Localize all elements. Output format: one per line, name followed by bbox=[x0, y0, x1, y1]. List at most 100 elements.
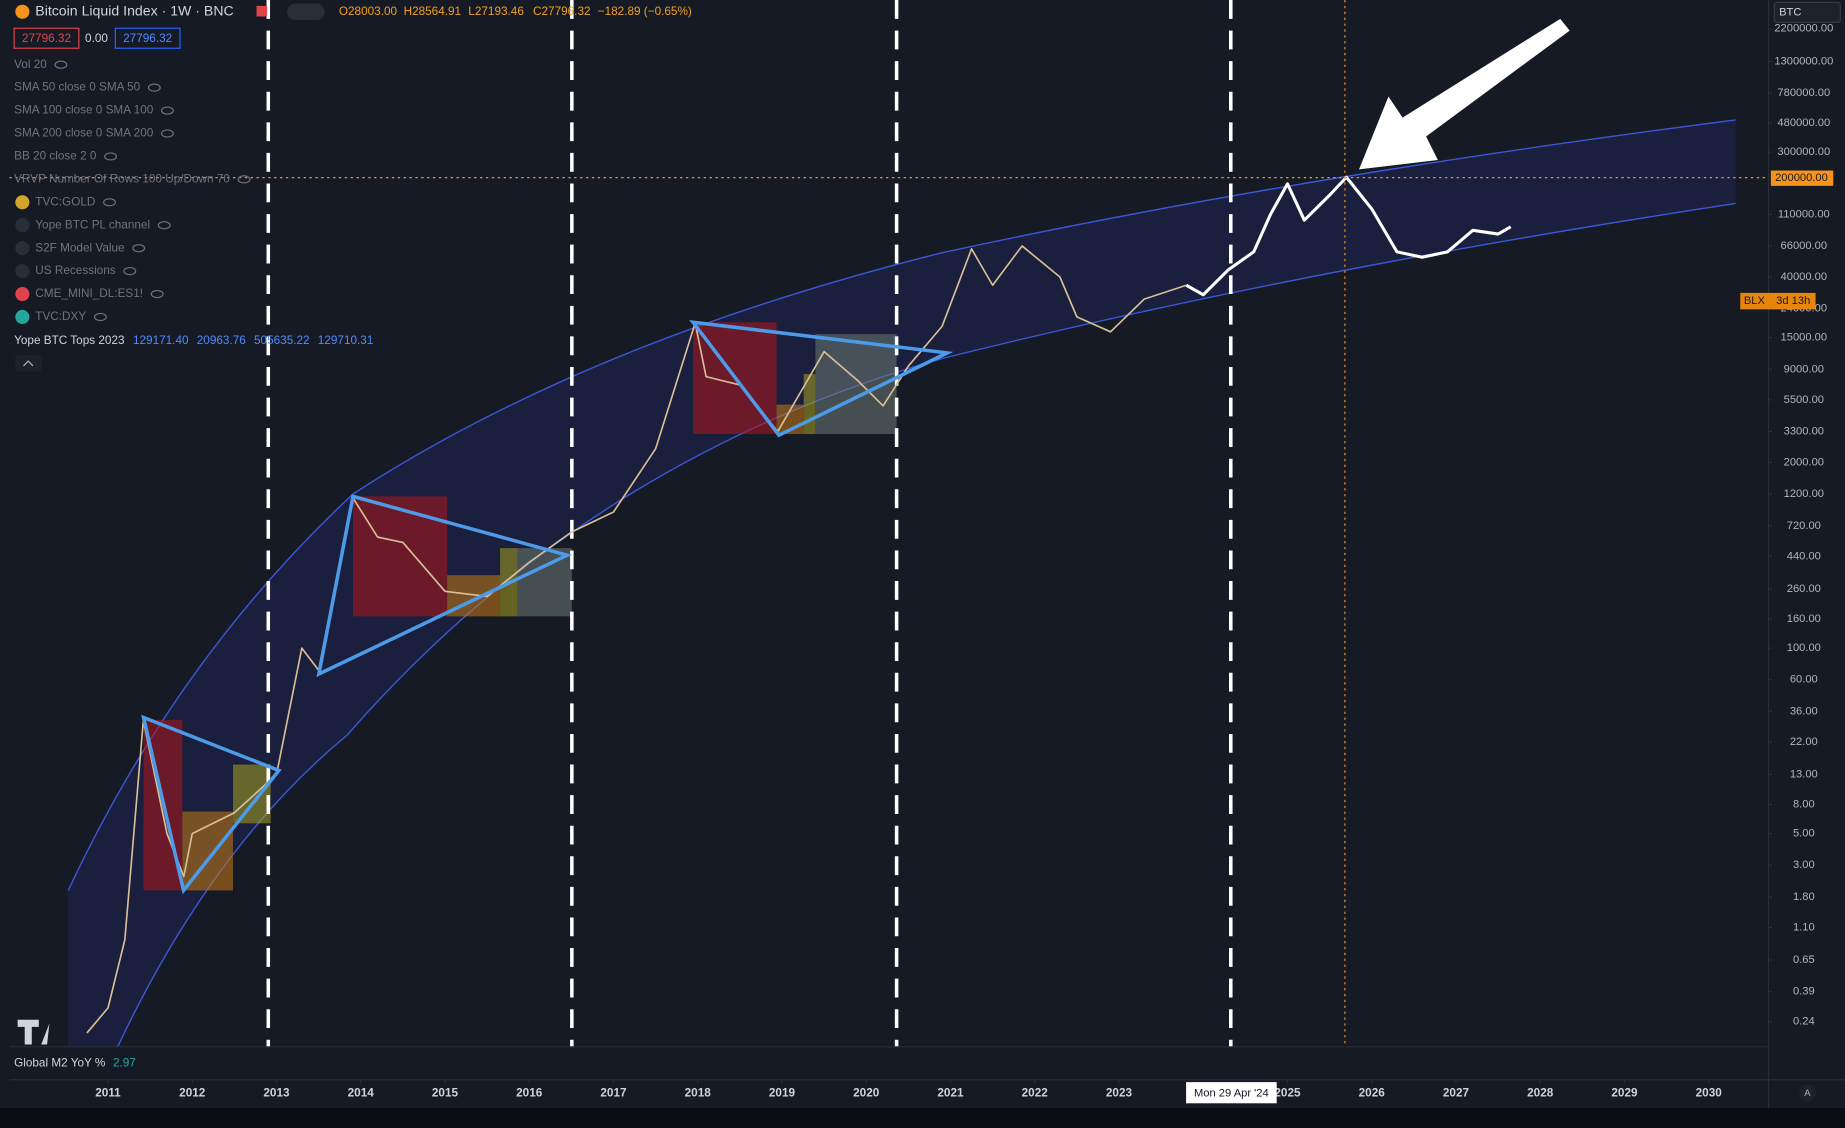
x-tick-label: 2021 bbox=[937, 1086, 964, 1099]
toggle[interactable] bbox=[287, 3, 325, 20]
y-tick-label: 1.80 bbox=[1793, 891, 1815, 903]
bid-box[interactable] bbox=[13, 27, 80, 49]
x-tick-label: 2028 bbox=[1527, 1086, 1554, 1099]
visibility-icon[interactable] bbox=[237, 175, 251, 184]
x-tick-label: 2017 bbox=[600, 1086, 627, 1099]
triangles bbox=[141, 320, 954, 895]
x-tick-label: 2026 bbox=[1359, 1086, 1386, 1099]
ohlc-open: O28003.00 bbox=[339, 5, 398, 18]
indicator-label: S2F Model Value bbox=[35, 241, 125, 254]
channel-upper bbox=[67, 119, 1736, 891]
indicator-icon bbox=[15, 195, 30, 210]
visibility-icon[interactable] bbox=[104, 152, 118, 161]
price-line bbox=[1185, 175, 1512, 297]
tops-readings: 129171.40 20963.76 505635.22 129710.31 bbox=[133, 334, 373, 347]
ohlc-close: C27796.32 bbox=[533, 5, 591, 18]
x-tick-label: 2029 bbox=[1611, 1086, 1638, 1099]
indicator-icon bbox=[15, 286, 30, 302]
y-tick-label: 2200000.00 bbox=[1774, 23, 1833, 35]
ohlc-low: L27193.46 bbox=[468, 5, 524, 18]
y-tick-label: 40000.00 bbox=[1781, 271, 1828, 283]
visibility-icon[interactable] bbox=[160, 129, 174, 138]
y-tick-label: 260.00 bbox=[1787, 583, 1821, 595]
price-line bbox=[86, 245, 1187, 1034]
tops-name: Yope BTC Tops 2023 bbox=[14, 334, 125, 347]
y-tick-label: 160.00 bbox=[1787, 613, 1821, 625]
visibility-icon[interactable] bbox=[132, 244, 146, 253]
ask: 27796.32 bbox=[123, 32, 172, 45]
y-tick-label: 8.00 bbox=[1793, 798, 1815, 810]
visibility-icon[interactable] bbox=[54, 60, 68, 69]
indicator-list: Vol 20 SMA 50 close 0 SMA 50 SMA 100 close… bbox=[14, 58, 251, 325]
y-tick-label: 3.00 bbox=[1793, 859, 1815, 871]
y-tick-label: 60.00 bbox=[1790, 674, 1818, 686]
y-tick-label: 1300000.00 bbox=[1774, 55, 1833, 67]
x-tick-label: 2025 bbox=[1274, 1086, 1301, 1099]
x-tick-label: 2014 bbox=[348, 1086, 375, 1099]
visibility-icon[interactable] bbox=[157, 221, 171, 230]
auto-scale-button[interactable] bbox=[1799, 1084, 1816, 1101]
x-tick-label: 2013 bbox=[263, 1086, 290, 1099]
ohlc-high: H28564.91 bbox=[404, 5, 462, 18]
x-tick-label: 2016 bbox=[516, 1086, 543, 1099]
price-tag-countdown: 3d 13h bbox=[1776, 295, 1810, 307]
tops-reading: 129171.40 bbox=[133, 334, 189, 347]
indicator-label: TVC:GOLD bbox=[35, 195, 95, 208]
indicator-icon bbox=[15, 309, 30, 325]
y-tick-label: 22.00 bbox=[1790, 736, 1818, 748]
y-tick-label: 440.00 bbox=[1787, 550, 1821, 562]
annotation-arrow bbox=[1359, 18, 1570, 170]
visibility-icon[interactable] bbox=[147, 83, 161, 92]
symbol-selector[interactable] bbox=[1773, 1, 1841, 23]
auto-scale-label: A bbox=[1804, 1087, 1811, 1098]
x-tick-label: 2018 bbox=[685, 1086, 712, 1099]
indicator-label: SMA 100 close 0 SMA 100 bbox=[14, 104, 154, 117]
crosshair-price-box bbox=[1770, 170, 1834, 186]
y-tick-label: 9000.00 bbox=[1784, 363, 1824, 375]
channel-lower bbox=[117, 202, 1736, 1048]
indicator-label: CME_MINI_DL:ES1! bbox=[35, 287, 143, 300]
y-tick-label: 36.00 bbox=[1790, 705, 1818, 717]
tv-logo bbox=[17, 1019, 50, 1045]
collapse-icon bbox=[23, 360, 34, 367]
crosshair-price: 200000.00 bbox=[1775, 172, 1828, 184]
indicator-label: VRVP Number Of Rows 100 Up/Down 70 bbox=[14, 172, 230, 185]
plot bbox=[86, 175, 1512, 1034]
ask-box[interactable] bbox=[114, 27, 181, 49]
x-tick-label: 2022 bbox=[1022, 1086, 1049, 1099]
indicator-label: SMA 200 close 0 SMA 200 bbox=[14, 127, 154, 140]
visibility-icon[interactable] bbox=[150, 289, 164, 299]
price-axis bbox=[1768, 0, 1845, 1128]
tops-reading: 505635.22 bbox=[254, 334, 310, 347]
visibility-icon[interactable] bbox=[103, 198, 116, 207]
cycle-lines bbox=[266, 0, 1233, 1047]
indicator-label: Yope BTC PL channel bbox=[35, 218, 150, 231]
crosshair-date-box bbox=[1186, 1082, 1277, 1104]
x-tick-label: 2027 bbox=[1443, 1086, 1470, 1099]
y-tick-label: 480000.00 bbox=[1777, 117, 1830, 129]
visibility-icon[interactable] bbox=[123, 267, 137, 276]
y-tick-label: 720.00 bbox=[1787, 520, 1821, 532]
spread: 0.00 bbox=[85, 32, 108, 45]
collapse-button[interactable] bbox=[15, 355, 42, 372]
visibility-icon[interactable] bbox=[160, 106, 174, 115]
y-tick-label: 300000.00 bbox=[1777, 146, 1830, 158]
indicator-label: SMA 50 close 0 SMA 50 bbox=[14, 81, 141, 94]
y-tick-label: 1200.00 bbox=[1784, 488, 1824, 500]
y-tick-label: 5500.00 bbox=[1784, 394, 1824, 406]
bid: 27796.32 bbox=[22, 32, 71, 45]
visibility-icon[interactable] bbox=[93, 312, 107, 322]
y-tick-label: 1.10 bbox=[1793, 921, 1815, 933]
ohlc-change: −182.89 (−0.65%) bbox=[598, 5, 692, 18]
y-tick-label: 2000.00 bbox=[1784, 456, 1824, 468]
y-tick-label: 3300.00 bbox=[1784, 425, 1824, 437]
y-tick-label: 0.65 bbox=[1793, 954, 1815, 966]
bottom-bar bbox=[0, 1108, 1845, 1128]
indicator-label: US Recessions bbox=[35, 264, 115, 277]
symbol-title[interactable]: Bitcoin Liquid Index · 1W · BNC bbox=[35, 2, 233, 18]
y-tick-label: 5.00 bbox=[1793, 828, 1815, 840]
y-tick-label: 110000.00 bbox=[1778, 208, 1830, 220]
axes: 2200000.00 1300000.00 780000.00 480000.00 30… bbox=[95, 23, 1833, 1100]
indicator-icon bbox=[15, 264, 30, 279]
